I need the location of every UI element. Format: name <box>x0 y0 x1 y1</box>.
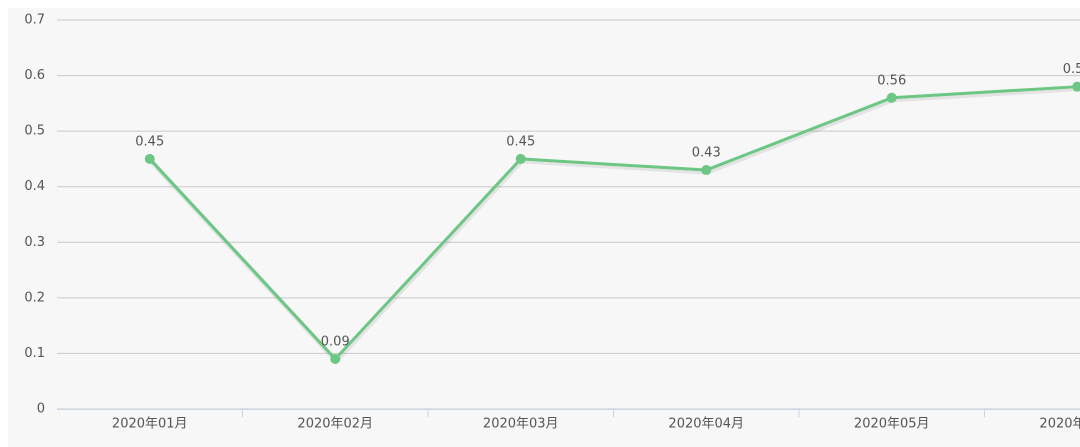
x-tick-label: 2020年04月 <box>668 417 744 432</box>
x-tick-label: 2020年06月 <box>1039 417 1080 432</box>
y-tick-label: 0.1 <box>24 346 45 361</box>
y-tick-label: 0.2 <box>24 290 45 305</box>
data-point <box>515 153 526 164</box>
data-label: 0.58 <box>1063 62 1080 77</box>
data-point <box>886 92 897 103</box>
plot-background <box>8 8 1080 447</box>
y-tick-label: 0.4 <box>24 179 45 194</box>
y-tick-label: 0.6 <box>24 68 45 83</box>
x-tick-label: 2020年05月 <box>854 417 930 432</box>
y-tick-label: 0.3 <box>24 235 45 250</box>
data-label: 0.56 <box>877 73 906 88</box>
data-point <box>330 353 341 364</box>
data-label: 0.09 <box>321 334 350 349</box>
data-label: 0.45 <box>135 134 164 149</box>
data-label: 0.45 <box>506 134 535 149</box>
data-label: 0.43 <box>692 146 721 161</box>
data-point <box>1072 81 1080 92</box>
x-tick-label: 2020年02月 <box>297 417 373 432</box>
data-point <box>144 153 155 164</box>
x-tick-label: 2020年01月 <box>112 417 188 432</box>
y-tick-label: 0.7 <box>24 13 45 28</box>
data-point <box>701 165 712 176</box>
y-tick-label: 0 <box>37 402 45 417</box>
series-line <box>148 85 1078 361</box>
y-tick-label: 0.5 <box>24 124 45 139</box>
x-tick-label: 2020年03月 <box>483 417 559 432</box>
